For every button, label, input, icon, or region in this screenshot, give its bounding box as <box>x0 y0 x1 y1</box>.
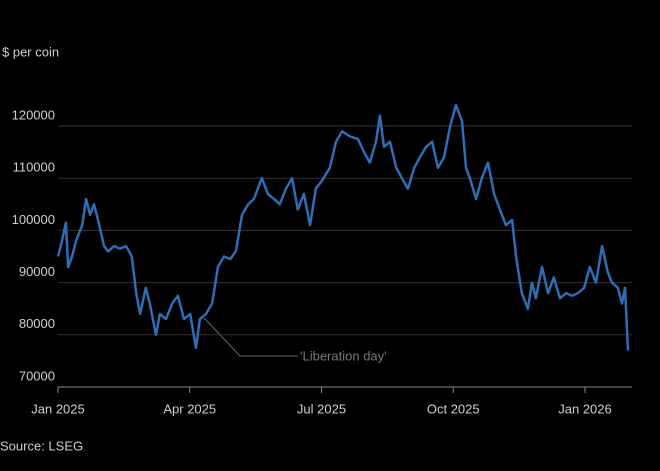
price-line <box>56 103 630 351</box>
x-tick-label: Jul 2025 <box>297 401 346 416</box>
x-tick-label: Apr 2025 <box>163 401 216 416</box>
y-axis-label: $ per coin <box>2 44 59 59</box>
x-tick-label: Jan 2025 <box>31 401 85 416</box>
source: Source: LSEG <box>0 438 83 453</box>
x-tick-label: Oct 2025 <box>427 401 480 416</box>
annotation: 'Liberation day' <box>300 348 387 363</box>
y-tick-label: 120000 <box>12 107 55 122</box>
y-tick-label: 80000 <box>19 316 55 331</box>
y-tick-label: 70000 <box>19 368 55 383</box>
y-tick-label: 110000 <box>13 160 55 175</box>
y-tick-label: 100000 <box>12 212 55 227</box>
annotation-leader <box>203 317 298 357</box>
y-tick-label: 90000 <box>19 264 55 279</box>
x-tick-label: Jan 2026 <box>558 401 612 416</box>
